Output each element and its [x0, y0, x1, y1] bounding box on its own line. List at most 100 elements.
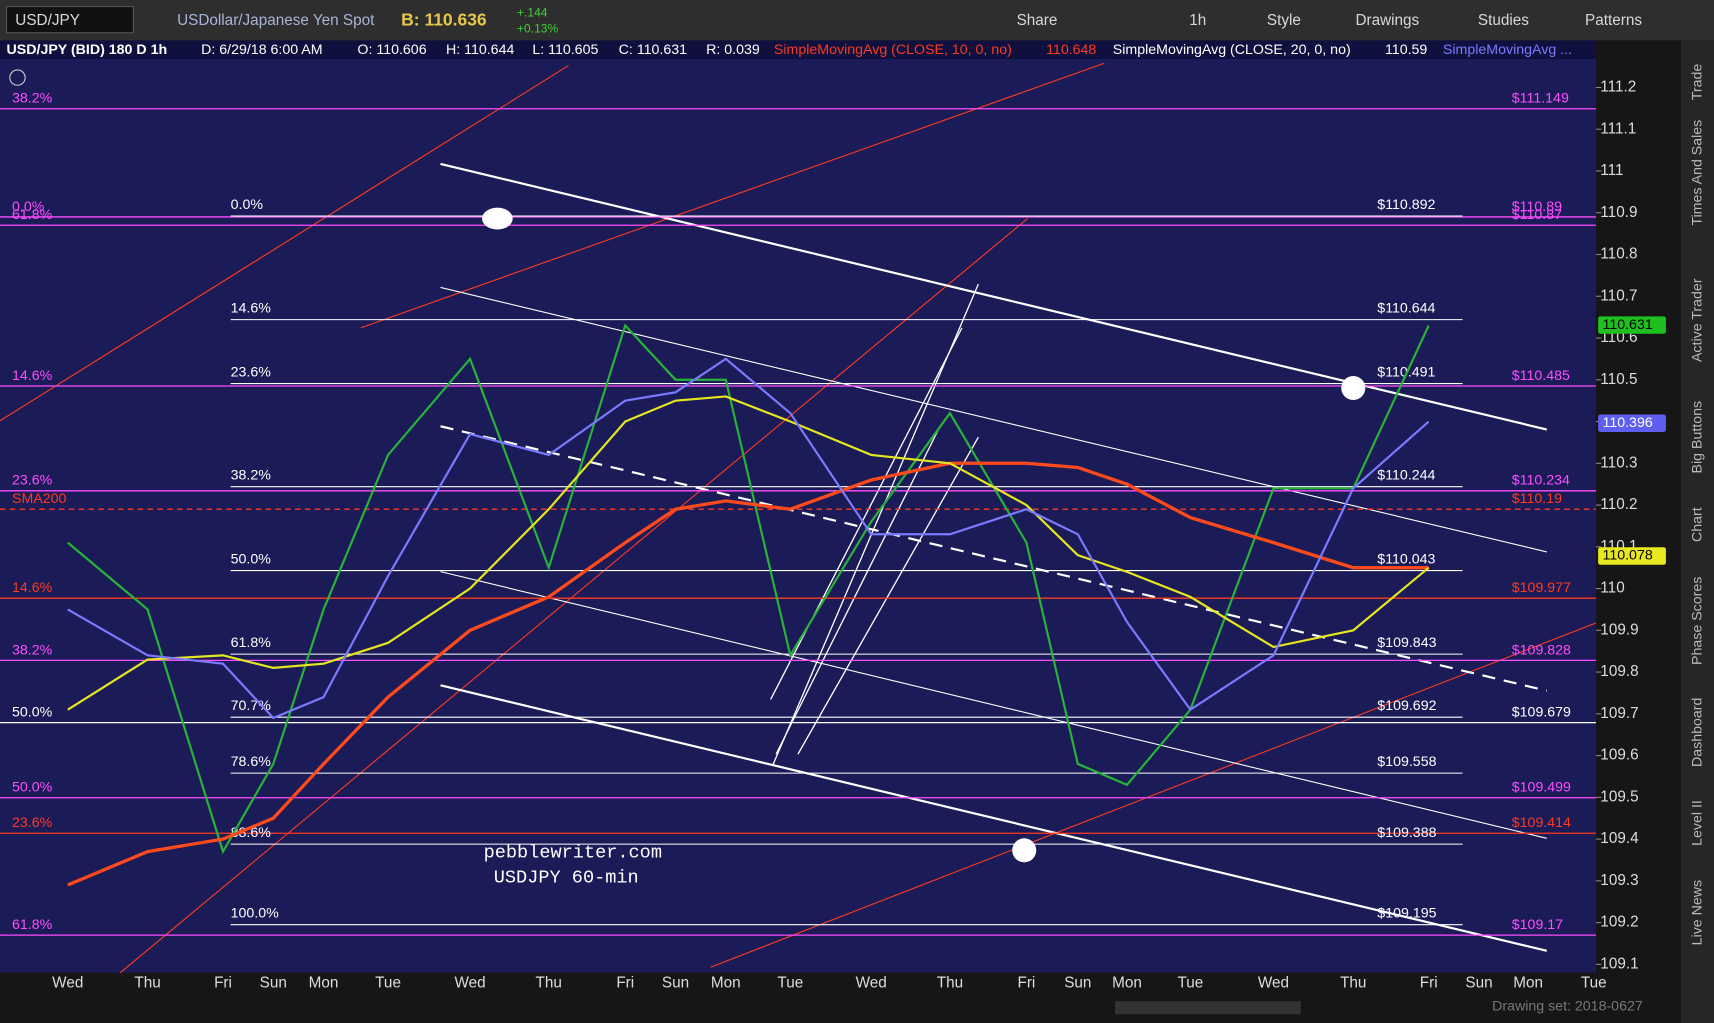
side-tab[interactable]: Dashboard — [1689, 698, 1705, 767]
drawing-line — [772, 283, 979, 766]
symbol[interactable]: USD/JPY — [15, 12, 80, 29]
level-label: 23.6% — [12, 473, 53, 489]
x-tick-label: Wed — [454, 975, 485, 992]
fib-price: $110.892 — [1377, 197, 1435, 213]
series-line — [67, 461, 1429, 887]
level-price: $110.89 — [1512, 199, 1562, 215]
drawing-marker — [1341, 375, 1366, 401]
x-tick-label: Thu — [536, 975, 562, 992]
level-price: $109.977 — [1512, 580, 1571, 596]
level-price: $110.19 — [1512, 491, 1562, 507]
y-tick-label: 110.3 — [1600, 454, 1637, 471]
side-tab[interactable]: Times And Sales — [1689, 120, 1705, 226]
sma-more: SimpleMovingAvg ... — [1443, 42, 1572, 58]
level-price: $110.485 — [1512, 368, 1570, 384]
level-label: SMA200 — [12, 491, 67, 507]
bid: B: 110.636 — [401, 9, 487, 29]
level-price: $110.234 — [1512, 473, 1570, 489]
button[interactable]: Drawings — [1355, 12, 1419, 29]
fib-price: $109.388 — [1377, 825, 1436, 841]
x-tick-label: Sun — [260, 975, 287, 992]
drawing-line — [440, 684, 1548, 952]
button[interactable]: Share — [1017, 12, 1058, 29]
side-tab[interactable]: Trade — [1689, 64, 1705, 101]
fib-label: 88.6% — [231, 825, 272, 841]
button[interactable]: 1h — [1189, 12, 1206, 29]
y-tick-label: 109.8 — [1600, 663, 1638, 680]
level-label: 14.6% — [12, 580, 53, 596]
y-tick-label: 109.2 — [1600, 914, 1638, 931]
price-tag-label: 110.078 — [1603, 548, 1653, 564]
x-tick-label: Wed — [52, 975, 83, 992]
level-label: 14.6% — [12, 368, 53, 384]
y-tick-label: 109.9 — [1600, 621, 1638, 638]
description: USDollar/Japanese Yen Spot — [177, 12, 375, 29]
price-tag — [1598, 547, 1666, 565]
side-tab[interactable]: Big Buttons — [1689, 401, 1705, 474]
y-tick-label: 111.2 — [1600, 79, 1636, 96]
series-line — [67, 357, 1430, 720]
fib-label: 70.7% — [231, 698, 272, 714]
info-icon[interactable] — [9, 69, 26, 86]
fib-label: 78.6% — [231, 754, 272, 770]
side-tab[interactable]: Live News — [1689, 880, 1705, 945]
drawing-line — [775, 425, 941, 755]
fib-price: $110.644 — [1377, 300, 1435, 316]
level-label: 23.6% — [12, 815, 53, 831]
y-tick-label: 109.4 — [1600, 830, 1639, 847]
side-tab[interactable]: Level II — [1689, 800, 1705, 846]
fib-label: 50.0% — [231, 551, 272, 567]
drawing-line — [440, 425, 1548, 692]
side-tab[interactable]: Chart — [1689, 507, 1705, 542]
range: R: 0.039 — [706, 42, 760, 58]
fib-price: $110.244 — [1377, 467, 1435, 483]
level-price: $110.87 — [1512, 207, 1562, 223]
high: H: 110.644 — [446, 42, 514, 58]
y-tick-label: 111.1 — [1600, 120, 1636, 137]
level-label: 0.0% — [12, 199, 45, 215]
button[interactable]: Studies — [1478, 12, 1529, 29]
x-tick-label: Fri — [616, 975, 634, 992]
y-tick-label: 109.7 — [1600, 705, 1638, 722]
drawing-line — [440, 286, 1547, 553]
level-label: 61.8% — [12, 207, 53, 223]
x-tick-label: Thu — [1340, 975, 1366, 992]
x-tick-label: Thu — [134, 975, 160, 992]
level-label: 61.8% — [12, 917, 53, 933]
y-tick-label: 109.5 — [1600, 788, 1638, 805]
x-tick-label: Mon — [1112, 975, 1142, 992]
price-tag-label: 110.631 — [1603, 317, 1653, 333]
y-axis-area — [1595, 40, 1682, 973]
scrollbar[interactable] — [1114, 1001, 1301, 1015]
open: O: 110.606 — [357, 42, 426, 58]
x-tick-label: Mon — [711, 975, 741, 992]
button[interactable]: Style — [1267, 12, 1301, 29]
sma20: SimpleMovingAvg (CLOSE, 20, 0, no) — [1113, 42, 1351, 58]
price-tag-label: 110.396 — [1603, 415, 1653, 431]
sma20-value: 110.59 — [1385, 42, 1427, 58]
price-tag — [1598, 316, 1666, 334]
change-pct: +0.13% — [517, 22, 558, 36]
sma10-value: 110.648 — [1046, 42, 1096, 58]
x-tick-label: Wed — [856, 975, 887, 992]
fib-price: $110.043 — [1377, 551, 1435, 567]
drawing-marker — [482, 207, 513, 230]
side-tab[interactable]: Active Trader — [1689, 278, 1705, 362]
close: C: 110.631 — [619, 42, 687, 58]
y-tick-label: 110 — [1600, 580, 1624, 597]
side-tab[interactable]: Phase Scores — [1689, 577, 1705, 665]
drawing-set: Drawing set: 2018-0627 — [1492, 998, 1643, 1014]
fib-label: 23.6% — [231, 364, 272, 380]
drawing-line — [710, 622, 1597, 968]
fib-price: $109.843 — [1377, 635, 1436, 651]
drawing-marker — [1012, 838, 1037, 863]
level-label: 50.0% — [12, 780, 53, 796]
sma10: SimpleMovingAvg (CLOSE, 10, 0, no) — [774, 42, 1012, 58]
button[interactable]: Patterns — [1585, 12, 1642, 29]
y-tick-label: 109.1 — [1600, 955, 1638, 972]
y-tick-label: 109.6 — [1600, 747, 1638, 764]
drawing-line — [797, 436, 979, 755]
x-tick-label: Fri — [1420, 975, 1438, 992]
symbol-box[interactable] — [6, 6, 134, 34]
